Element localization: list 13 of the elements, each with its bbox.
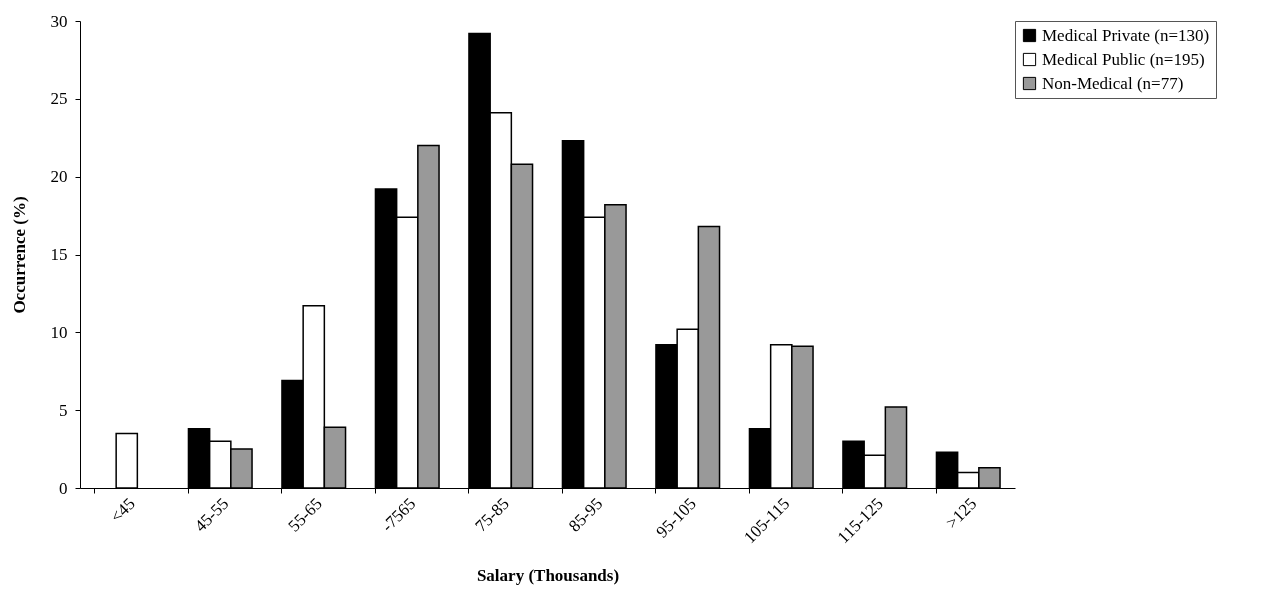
legend-label: Medical Private (n=130) [1042,25,1210,45]
y-tick-label: 30 [50,11,68,31]
y-tick-label: 25 [50,89,68,109]
y-tick-label: 5 [59,400,68,420]
legend-label: Non-Medical (n=77) [1042,73,1184,93]
y-tick-label: 10 [50,322,68,342]
y-tick-label: 0 [59,478,68,498]
y-axis-title: Occurrence (%) [9,196,29,314]
y-tick-label: 20 [50,167,68,187]
x-tick-label: <45 [106,494,139,527]
y-tick-label: 15 [50,245,68,264]
x-axis-title: Salary (Thousands) [476,566,620,586]
legend-label: Medical Public (n=195) [1042,49,1205,69]
